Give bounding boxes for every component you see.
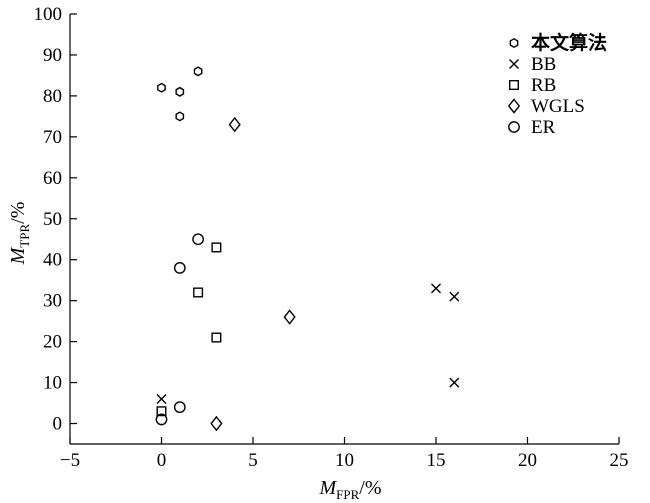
legend-item: WGLS	[507, 96, 585, 117]
y-axis-title-main: M	[7, 246, 29, 265]
legend-marker	[508, 121, 520, 133]
legend-label: BB	[531, 54, 556, 75]
x-tick-label: 15	[427, 450, 446, 471]
data-point	[283, 309, 296, 325]
legend-item: 本文算法	[509, 31, 607, 54]
series-3-points	[210, 116, 296, 432]
legend-label: RB	[531, 75, 556, 96]
x-tick-label: −5	[60, 450, 80, 471]
data-point	[193, 287, 204, 298]
data-point	[175, 86, 185, 97]
y-axis-title-sub: TPR	[17, 224, 32, 248]
x-tick-label: 0	[157, 450, 167, 471]
y-tick-label: 10	[43, 373, 62, 394]
y-tick-label: 40	[43, 250, 62, 271]
x-tick-label: 25	[610, 450, 629, 471]
legend-item: ER	[508, 117, 556, 138]
marks-layer	[155, 66, 460, 432]
data-point	[211, 242, 222, 253]
y-tick-label: 20	[43, 332, 62, 353]
y-tick-label: 30	[43, 291, 62, 312]
data-point	[449, 377, 460, 388]
data-point	[173, 401, 186, 414]
y-tick-label: 60	[43, 168, 62, 189]
y-tick-label: 100	[34, 4, 63, 25]
series-4-points	[155, 233, 205, 426]
data-point	[157, 82, 166, 93]
data-point	[192, 233, 205, 246]
series-1-points	[156, 283, 460, 404]
data-point	[449, 291, 460, 302]
data-point	[155, 413, 168, 426]
legend-label: WGLS	[531, 96, 585, 117]
legend-marker	[509, 79, 520, 90]
legend-marker	[509, 59, 519, 69]
legend-item: RB	[509, 75, 556, 96]
y-tick-label: 0	[53, 414, 63, 435]
legend-marker	[509, 37, 519, 49]
y-tick-label: 90	[43, 45, 62, 66]
x-tick-label: 10	[335, 450, 354, 471]
y-tick-label: 70	[43, 127, 62, 148]
data-point	[193, 66, 203, 77]
x-tick-label: 5	[248, 450, 258, 471]
legend-marker	[507, 98, 521, 114]
data-point	[173, 262, 186, 274]
data-point	[156, 406, 167, 417]
legend-label: 本文算法	[531, 31, 607, 54]
x-tick-label: 20	[518, 450, 537, 471]
data-point	[211, 332, 222, 343]
data-point	[156, 393, 167, 404]
data-point	[210, 415, 223, 432]
x-axis-title-suffix: /%	[359, 477, 381, 499]
y-tick-label: 80	[43, 86, 62, 107]
x-axis-title-main: M	[318, 477, 337, 499]
series-2-points	[156, 242, 222, 417]
axis-titles: MFPR/%MTPR/%	[7, 202, 382, 502]
legend-item: BB	[509, 54, 556, 75]
y-tick-label: 50	[43, 209, 62, 230]
x-axis-title: MFPR/%	[318, 477, 381, 502]
y-axis-title: MTPR/%	[7, 202, 32, 266]
x-axis-title-sub: FPR	[336, 487, 359, 502]
data-point	[228, 116, 241, 133]
data-point	[175, 111, 185, 122]
series-0-points	[157, 66, 203, 122]
legend-label: ER	[531, 117, 556, 138]
axes-layer: −5 0 5 10 15 20 25 0 10 20 30 40 50 60 70 80 90 100	[34, 4, 629, 471]
data-point	[431, 283, 441, 294]
y-axis-title-suffix: /%	[7, 202, 29, 224]
